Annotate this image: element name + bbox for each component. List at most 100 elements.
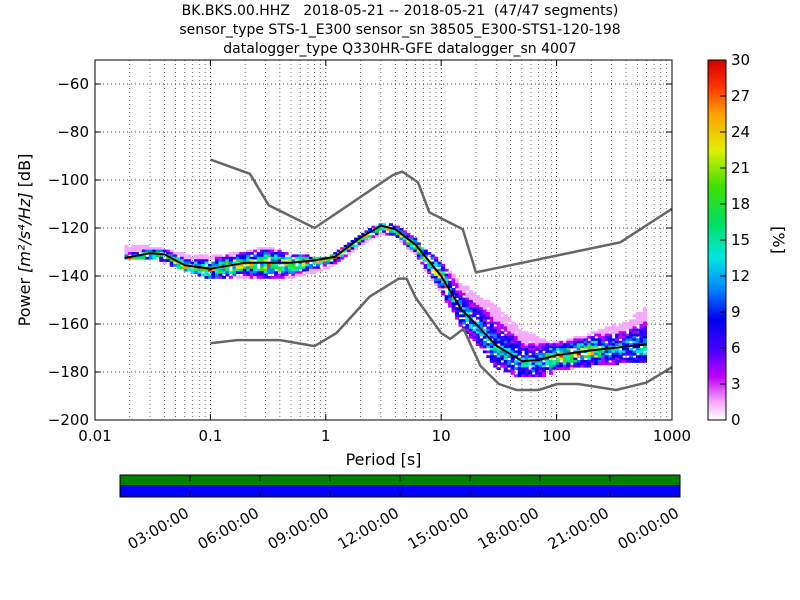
pdf-cell	[124, 249, 129, 253]
pdf-cell	[263, 247, 268, 250]
pdf-cell	[423, 259, 428, 262]
pdf-cell	[594, 357, 599, 361]
pdf-cell	[256, 273, 261, 277]
pdf-cell	[472, 312, 477, 315]
pdf-cell	[472, 307, 477, 310]
pdf-cell	[618, 324, 623, 327]
pdf-cell	[615, 360, 620, 363]
pdf-cell	[531, 336, 536, 339]
pdf-cell	[542, 362, 547, 366]
pdf-cell	[573, 336, 578, 339]
pdf-cell	[371, 235, 376, 238]
pdf-cell	[270, 249, 275, 253]
pdf-cell	[632, 343, 637, 346]
pdf-cell	[639, 340, 644, 344]
pdf-cell	[587, 360, 592, 363]
pdf-cell	[249, 252, 254, 255]
pdf-cell	[597, 350, 602, 354]
pdf-cell	[482, 343, 487, 346]
pdf-cell	[430, 261, 435, 265]
pdf-cell	[180, 254, 185, 258]
pdf-cell	[496, 340, 501, 344]
pdf-cell	[388, 232, 393, 236]
pdf-cell	[124, 252, 129, 255]
pdf-cell	[207, 268, 213, 272]
pdf-cell	[381, 232, 387, 236]
pdf-cell	[232, 273, 237, 277]
pdf-cell	[207, 276, 213, 279]
pdf-cell	[284, 252, 289, 255]
pdf-cell	[371, 230, 376, 234]
pdf-cell	[521, 338, 526, 342]
pdf-cell	[260, 268, 265, 272]
pdf-cell	[583, 364, 588, 368]
pdf-cell	[535, 352, 540, 356]
pdf-cell	[597, 355, 602, 358]
pdf-cell	[542, 343, 547, 346]
pdf-cell	[611, 355, 616, 358]
pdf-cell	[437, 288, 442, 291]
pdf-cell	[500, 350, 505, 354]
pdf-cell	[423, 268, 428, 272]
pdf-cell	[374, 235, 380, 238]
pdf-cell	[528, 355, 533, 358]
pdf-cell	[587, 333, 592, 337]
pdf-cell	[569, 367, 574, 370]
pdf-cell	[542, 348, 547, 351]
pdf-cell	[201, 256, 206, 260]
pdf-cell	[594, 355, 599, 358]
pdf-cell	[587, 357, 592, 361]
pdf-cell	[639, 326, 644, 330]
pdf-cell	[625, 326, 630, 330]
pdf-cell	[399, 237, 404, 241]
pdf-cell	[225, 256, 230, 260]
pdf-cell	[277, 266, 282, 270]
pdf-cell	[326, 266, 331, 270]
pdf-cell	[475, 300, 480, 303]
pdf-cell	[489, 328, 494, 332]
pdf-cell	[622, 338, 627, 342]
pdf-cell	[569, 340, 574, 344]
pdf-cell	[148, 256, 153, 260]
pdf-cell	[228, 276, 233, 279]
pdf-cell	[573, 345, 578, 349]
pdf-cell	[148, 249, 153, 253]
pdf-cell	[312, 266, 317, 270]
pdf-cell	[639, 338, 644, 342]
pdf-cell	[629, 355, 634, 358]
pdf-cell	[183, 259, 188, 262]
pdf-cell	[496, 331, 501, 334]
pdf-cell	[423, 249, 428, 253]
pdf-cell	[239, 268, 244, 272]
pdf-cell	[622, 352, 627, 356]
pdf-heatmap	[124, 223, 647, 378]
pdf-cell	[535, 367, 540, 370]
pdf-cell	[489, 319, 494, 322]
pdf-cell	[535, 372, 540, 375]
pdf-cell	[207, 256, 213, 260]
pdf-cell	[368, 235, 373, 238]
pdf-cell	[479, 333, 484, 337]
pdf-cell	[493, 338, 498, 342]
pdf-cell	[458, 288, 463, 291]
pdf-cell	[409, 247, 414, 250]
pdf-cell	[615, 326, 620, 330]
pdf-cell	[594, 362, 599, 366]
colorbar-tick-label: 6	[731, 339, 741, 357]
pdf-cell	[166, 249, 171, 253]
pdf-cell	[402, 242, 407, 246]
pdf-cell	[294, 268, 300, 272]
pdf-cell	[493, 312, 498, 315]
pdf-cell	[465, 292, 470, 296]
pdf-cell	[493, 336, 498, 339]
pdf-cell	[573, 362, 578, 366]
colorbar-ticks: 0 3 6 9 12 15 18 21 24 27 30	[720, 51, 750, 429]
x-axis-label: Period [s]	[346, 450, 422, 469]
pdf-cell	[615, 357, 620, 361]
pdf-cell	[615, 355, 620, 358]
pdf-cell	[611, 348, 616, 351]
pdf-cell	[535, 369, 540, 373]
pdf-cell	[594, 350, 599, 354]
pdf-cell	[420, 249, 425, 253]
pdf-cell	[545, 360, 550, 363]
